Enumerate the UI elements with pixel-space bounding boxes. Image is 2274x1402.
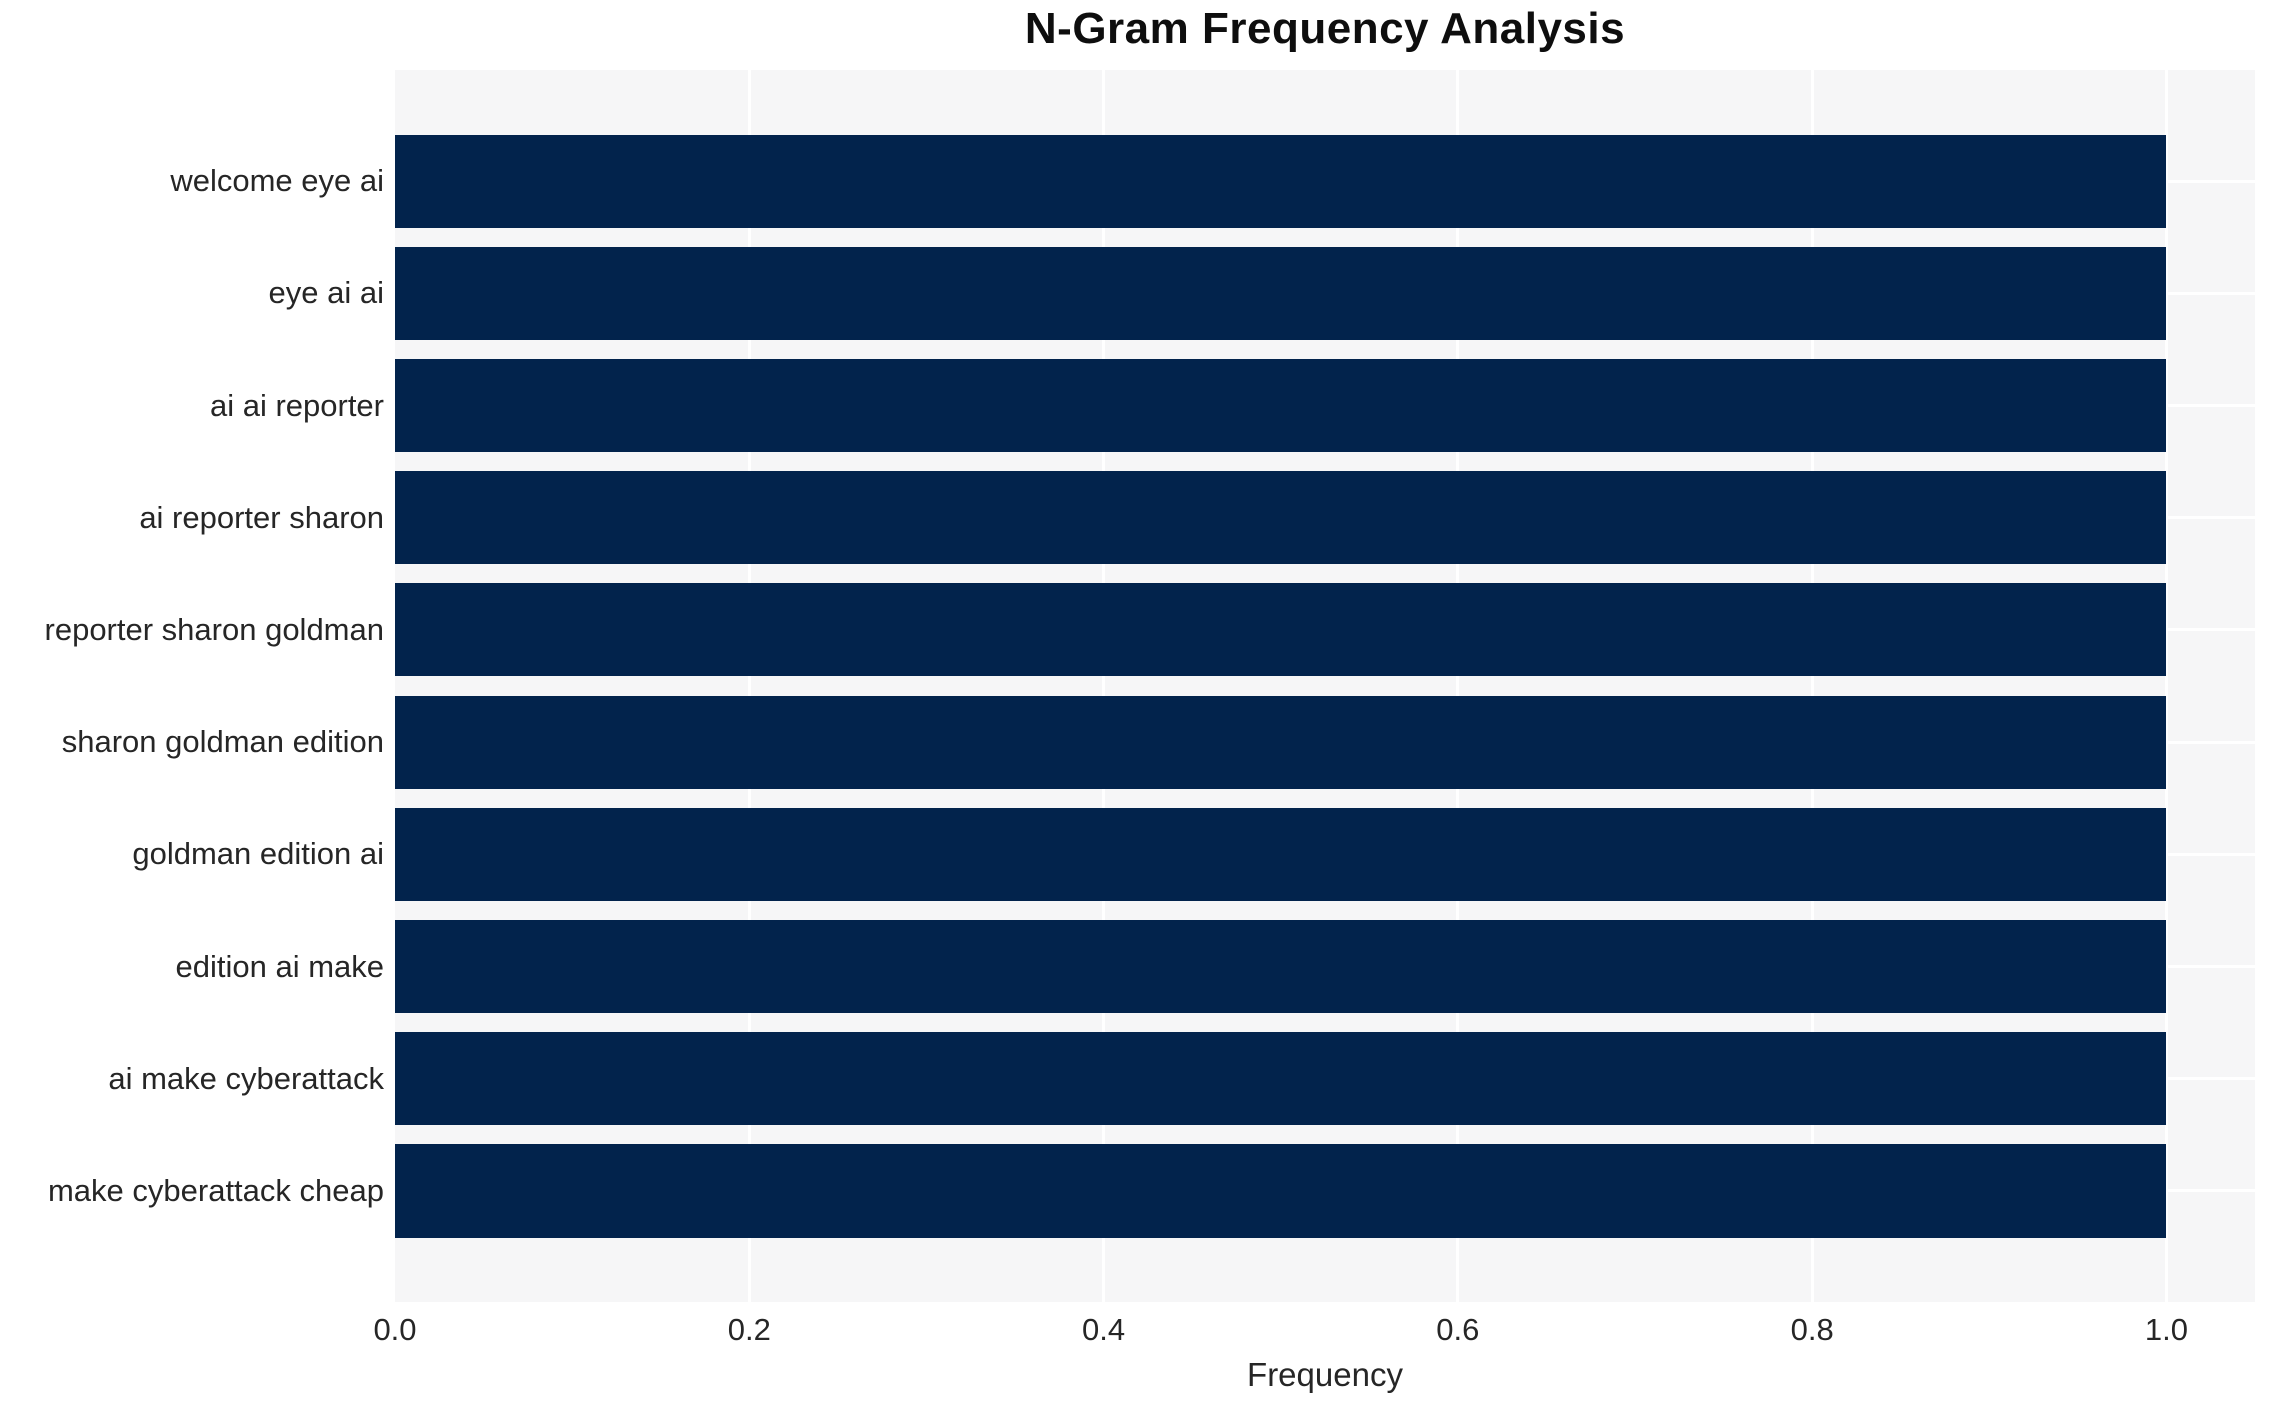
bar-row — [395, 686, 2255, 798]
chart-title: N-Gram Frequency Analysis — [1024, 4, 1626, 53]
x-tick-label: 0.0 — [373, 1312, 417, 1347]
bar-row — [395, 462, 2255, 574]
vertical-gridline — [1102, 70, 1106, 1302]
bar-row — [395, 349, 2255, 461]
vertical-gridline — [2164, 70, 2168, 1302]
bar — [395, 246, 2167, 340]
y-tick-label: ai make cyberattack — [108, 1060, 384, 1096]
bar — [395, 134, 2167, 228]
x-tick-label: 0.4 — [1082, 1312, 1126, 1347]
x-tick-label: 0.6 — [1436, 1312, 1480, 1347]
bar-rows — [395, 125, 2255, 1247]
bar-row — [395, 1135, 2255, 1247]
y-tick-label: make cyberattack cheap — [47, 1172, 384, 1208]
bar — [395, 1144, 2167, 1238]
y-axis-labels: welcome eye ai eye ai ai ai ai reporter ai … — [0, 125, 384, 1247]
x-tick-label: 0.2 — [727, 1312, 771, 1347]
plot-area — [395, 70, 2255, 1302]
y-tick-label: welcome eye ai — [170, 163, 384, 199]
bar — [395, 919, 2167, 1014]
bar — [395, 583, 2167, 677]
bar — [395, 1032, 2167, 1126]
x-tick-label: 1.0 — [2144, 1312, 2188, 1347]
bar — [395, 807, 2167, 901]
bar-row — [395, 574, 2255, 686]
x-tick-label: 0.8 — [1790, 1312, 1834, 1347]
y-tick-label: reporter sharon goldman — [44, 611, 384, 647]
vertical-gridline — [747, 70, 751, 1302]
y-tick-label: eye ai ai — [268, 275, 384, 311]
x-axis-ticks: 0.0 0.2 0.4 0.6 0.8 1.0 — [373, 1312, 2255, 1352]
y-tick-label: edition ai make — [175, 948, 384, 984]
bar-row — [395, 125, 2255, 237]
bar — [395, 695, 2167, 789]
y-tick-label: sharon goldman edition — [61, 724, 384, 760]
y-tick-label: ai ai reporter — [209, 387, 384, 423]
bar — [395, 358, 2167, 453]
vertical-gridline — [1456, 70, 1460, 1302]
bar — [395, 471, 2167, 565]
bar-row — [395, 237, 2255, 349]
y-tick-label: ai reporter sharon — [139, 499, 384, 535]
bar-row — [395, 1023, 2255, 1135]
bar-row — [395, 798, 2255, 910]
x-axis-title: Frequency — [1247, 1356, 1403, 1393]
vertical-gridline — [1810, 70, 1814, 1302]
bar-row — [395, 910, 2255, 1022]
y-tick-label: goldman edition ai — [132, 836, 384, 872]
